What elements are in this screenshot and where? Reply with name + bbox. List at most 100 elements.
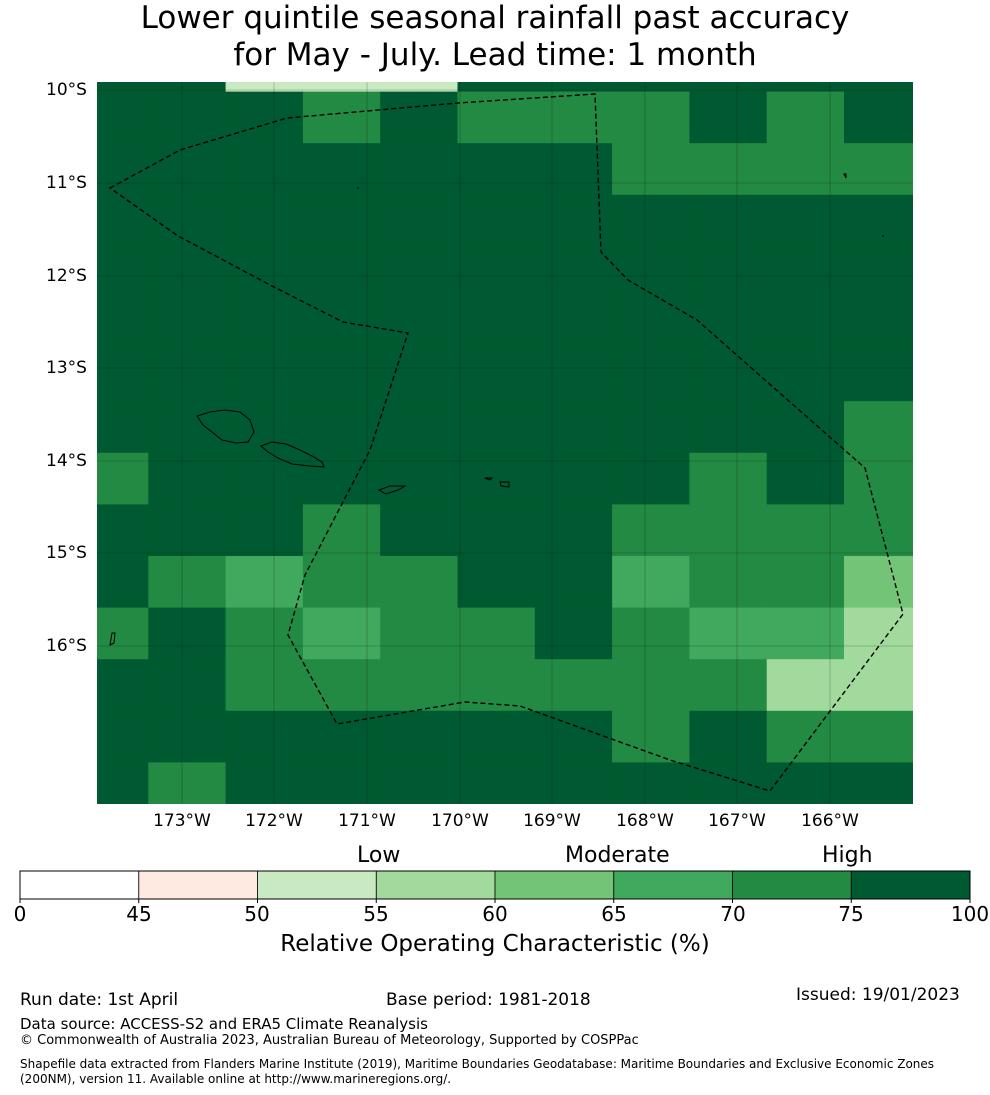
lon-label-173w: 173°W	[153, 811, 211, 831]
grid-cell	[689, 607, 768, 660]
grid-cell	[97, 298, 149, 351]
grid-cell	[148, 762, 227, 804]
grid-cell	[844, 349, 913, 402]
lon-label-170w: 170°W	[431, 811, 489, 831]
grid-cell	[97, 504, 149, 557]
grid-cell	[457, 82, 536, 93]
rainfall-accuracy-grid	[97, 82, 913, 804]
grid-cell	[97, 710, 149, 763]
grid-cell	[534, 607, 613, 660]
grid-cell	[148, 659, 227, 712]
grid-cell	[766, 298, 845, 351]
grid-cell	[302, 91, 381, 144]
island-manua-1	[484, 477, 494, 481]
title-line-1: Lower quintile seasonal rainfall past ac…	[140, 0, 850, 36]
grid-cell	[766, 349, 845, 402]
grid-cell	[225, 504, 304, 557]
grid-cell	[380, 762, 459, 804]
grid-cell	[302, 762, 381, 804]
grid-cell	[457, 556, 536, 609]
grid-cell	[766, 556, 845, 609]
grid-cell	[380, 298, 459, 351]
island-outlines	[109, 173, 884, 646]
grid-cell	[457, 401, 536, 454]
grid-cell	[148, 504, 227, 557]
grid-cell	[844, 401, 913, 454]
grid-cell	[534, 194, 613, 247]
grid-cell	[844, 143, 913, 196]
grid-cell	[302, 246, 381, 299]
grid-cell	[457, 194, 536, 247]
grid-cell	[97, 349, 149, 402]
category-high: High	[822, 843, 873, 868]
category-low: Low	[357, 843, 401, 868]
grid-cell	[148, 91, 227, 144]
tick-100: 100	[950, 902, 990, 926]
grid-cell	[457, 710, 536, 763]
grid-cell	[148, 194, 227, 247]
grid-cell	[302, 452, 381, 505]
grid-cell	[380, 659, 459, 712]
grid-cell	[148, 82, 227, 93]
grid-cell	[844, 82, 913, 93]
grid-cell	[689, 91, 768, 144]
grid-cell	[97, 762, 149, 804]
grid-cell	[457, 246, 536, 299]
grid-cell	[689, 401, 768, 454]
grid-cell	[97, 659, 149, 712]
grid-cell	[689, 710, 768, 763]
grid-cell	[766, 91, 845, 144]
tick-65: 65	[601, 902, 627, 926]
grid-cell	[302, 659, 381, 712]
grid-cell	[380, 504, 459, 557]
grid-cell	[380, 349, 459, 402]
grid-cell	[225, 762, 304, 804]
grid-cell	[148, 452, 227, 505]
grid-cell	[534, 504, 613, 557]
colorbar-segment	[613, 870, 733, 900]
grid-cell	[766, 607, 845, 660]
grid-cell	[612, 762, 690, 804]
data-source: Data source: ACCESS-S2 and ERA5 Climate …	[20, 1015, 428, 1033]
colorbar-segment	[138, 870, 259, 900]
grid-cell	[148, 556, 227, 609]
grid-cell	[844, 246, 913, 299]
grid-cell	[766, 504, 845, 557]
eez-boundary	[108, 93, 904, 792]
grid-cell	[844, 710, 913, 763]
grid-cell	[689, 762, 768, 804]
grid-cell	[380, 82, 459, 93]
grid-cell	[225, 556, 304, 609]
island-manua-2	[499, 481, 510, 488]
tick-50: 50	[244, 902, 270, 926]
grid-cell	[612, 452, 690, 505]
base-period: Base period: 1981-2018	[386, 990, 591, 1010]
tick-70: 70	[720, 902, 746, 926]
grid-cell	[612, 349, 690, 402]
grid-cell	[844, 298, 913, 351]
grid-cell	[534, 452, 613, 505]
lon-label-166w: 166°W	[801, 811, 859, 831]
grid-cell	[225, 401, 304, 454]
grid-cell	[612, 556, 690, 609]
grid-cell	[302, 504, 381, 557]
tick-55: 55	[363, 902, 389, 926]
lat-label-16s: 16°S	[46, 636, 87, 656]
title-line-2: for May - July. Lead time: 1 month	[233, 37, 757, 73]
lat-label-12s: 12°S	[46, 266, 87, 286]
lon-label-171w: 171°W	[338, 811, 396, 831]
grid-cell	[225, 194, 304, 247]
island-upolu	[260, 441, 325, 468]
colorbar-segment	[375, 870, 496, 900]
grid-cell	[225, 349, 304, 402]
grid-cell	[380, 452, 459, 505]
grid-cell	[380, 607, 459, 660]
grid-cell	[97, 401, 149, 454]
grid-cell	[689, 246, 768, 299]
lat-label-11s: 11°S	[46, 173, 87, 193]
grid-cell	[534, 91, 613, 144]
graticule-lines	[97, 82, 913, 804]
grid-cell	[766, 82, 845, 93]
grid-cell	[457, 91, 536, 144]
shapefile-credit-line-1: Shapefile data extracted from Flanders M…	[20, 1057, 935, 1071]
